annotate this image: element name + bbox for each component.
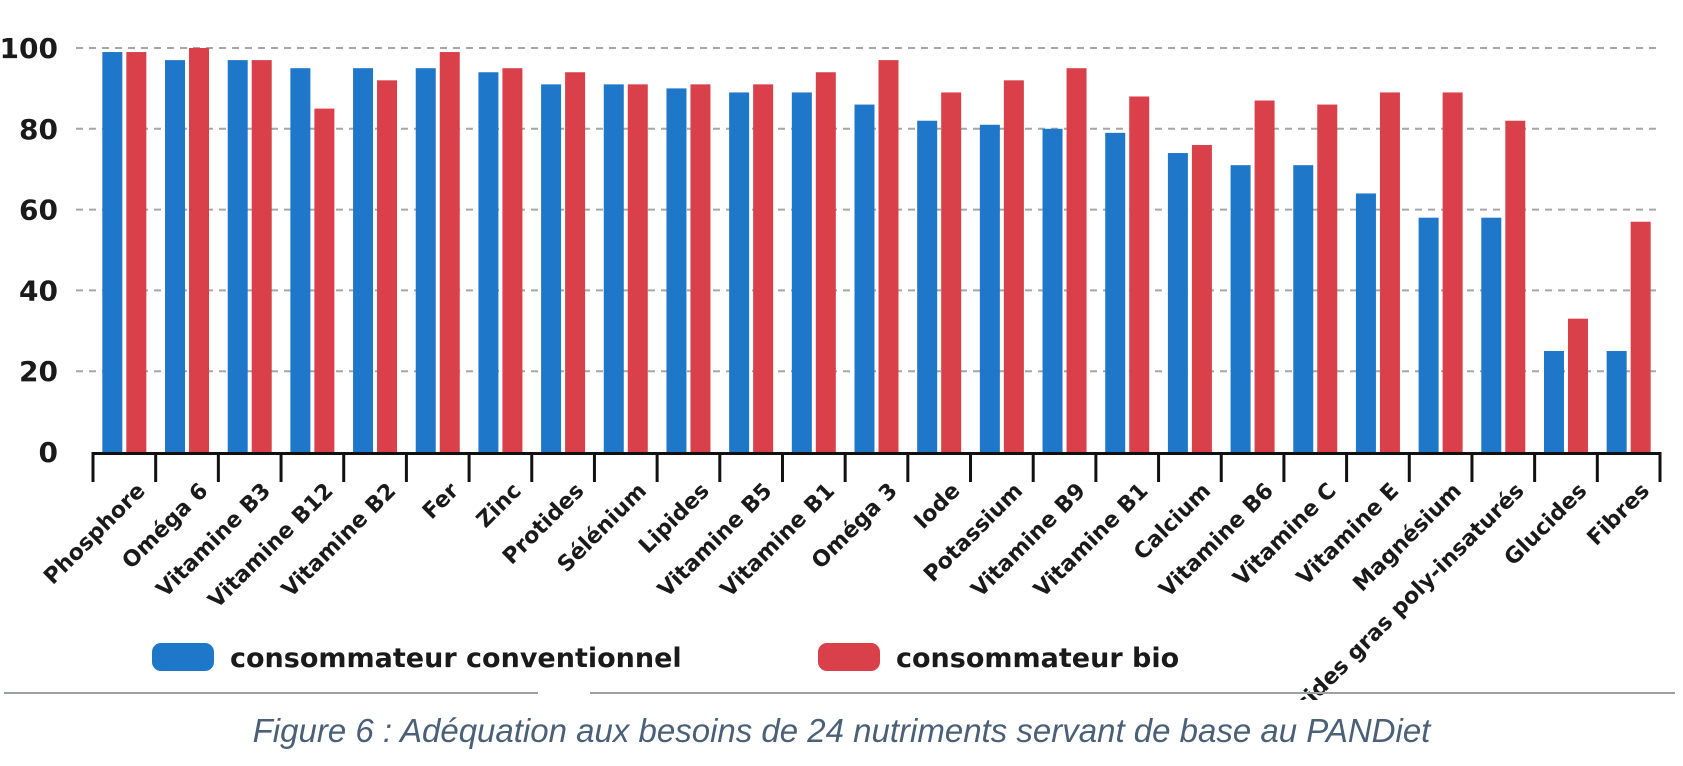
bar-conventionnel — [854, 104, 875, 452]
x-category-label: Fibres — [1583, 479, 1655, 551]
bar-bio — [1003, 80, 1024, 452]
bar-conventionnel — [1355, 193, 1376, 452]
bar-bio — [189, 48, 210, 452]
x-category-label: Magnésium — [1349, 479, 1467, 597]
bar-conventionnel — [1167, 153, 1188, 453]
x-category-label: Zinc — [472, 479, 527, 534]
bar-conventionnel — [353, 68, 374, 452]
bar-bio — [439, 52, 460, 452]
bar-bio — [878, 60, 899, 453]
x-category-label: Iode — [910, 479, 966, 535]
bar-bio — [502, 68, 523, 452]
divider-rule-left — [4, 692, 538, 694]
bars — [102, 48, 1651, 453]
bar-bio — [314, 108, 335, 452]
bar-conventionnel — [729, 92, 750, 452]
bar-conventionnel — [979, 124, 1000, 452]
bar-conventionnel — [227, 60, 248, 453]
legend-swatch — [152, 643, 214, 671]
bar-bio — [1567, 318, 1588, 452]
y-tick-label: 20 — [19, 355, 58, 388]
bar-conventionnel — [1543, 351, 1564, 452]
x-category-label: Fer — [418, 478, 464, 524]
bar-bio — [753, 84, 774, 453]
bar-bio — [1254, 100, 1275, 453]
x-category-label: Vitamine B3 — [152, 479, 276, 603]
legend-label: consommateur bio — [896, 643, 1179, 674]
bar-bio — [815, 72, 836, 453]
bar-conventionnel — [1230, 165, 1251, 452]
x-axis — [91, 452, 1662, 482]
legend-label: consommateur conventionnel — [230, 643, 682, 674]
bar-bio — [690, 84, 711, 453]
x-category-label: Vitamine B1 — [716, 479, 840, 603]
bar-conventionnel — [791, 92, 812, 452]
bar-bio — [627, 84, 648, 453]
x-category-label: Vitamine B6 — [1155, 479, 1279, 603]
legend: consommateur conventionnel consommateur b… — [152, 643, 1179, 674]
bar-conventionnel — [1042, 128, 1063, 453]
bar-bio — [941, 92, 962, 452]
bar-conventionnel — [1418, 217, 1439, 452]
y-tick-label: 0 — [39, 436, 58, 469]
y-axis-ticks: 0 20 40 60 80 100 — [0, 32, 58, 469]
x-category-label: Vitamine B2 — [277, 479, 401, 603]
bar-conventionnel — [603, 84, 624, 453]
bar-bio — [1129, 96, 1150, 452]
figure-caption: Figure 6 : Adéquation aux besoins de 24 … — [252, 712, 1431, 749]
y-tick-label: 60 — [19, 194, 58, 227]
bar-conventionnel — [165, 60, 186, 453]
bar-bio — [377, 80, 398, 452]
bar-bio — [1317, 104, 1338, 452]
x-category-label: Vitamine B1 — [1029, 479, 1153, 603]
bar-bio — [1442, 92, 1463, 452]
bar-bio — [1379, 92, 1400, 452]
bar-bio — [1191, 144, 1212, 452]
bar-conventionnel — [102, 52, 123, 452]
bar-conventionnel — [1606, 351, 1627, 452]
bar-bio — [1630, 221, 1651, 452]
y-tick-label: 100 — [0, 32, 58, 65]
bar-bio — [565, 72, 586, 453]
bar-bio — [251, 60, 272, 453]
bar-conventionnel — [1481, 217, 1502, 452]
bar-bio — [1066, 68, 1087, 452]
bar-conventionnel — [478, 72, 499, 453]
bar-conventionnel — [666, 88, 687, 453]
x-category-label: Vitamine B5 — [653, 479, 777, 603]
divider-rule-right — [590, 692, 1675, 694]
bar-bio — [126, 52, 147, 452]
x-category-label: Vitamine B9 — [967, 479, 1091, 603]
y-tick-label: 80 — [19, 113, 58, 146]
legend-swatch — [818, 643, 880, 671]
y-tick-label: 40 — [19, 274, 58, 307]
bar-bio — [1505, 120, 1526, 452]
bar-conventionnel — [1293, 165, 1314, 452]
bar-conventionnel — [1105, 132, 1126, 452]
bar-conventionnel — [290, 68, 311, 452]
bar-conventionnel — [917, 120, 938, 452]
bar-conventionnel — [541, 84, 562, 453]
bar-conventionnel — [415, 68, 436, 452]
